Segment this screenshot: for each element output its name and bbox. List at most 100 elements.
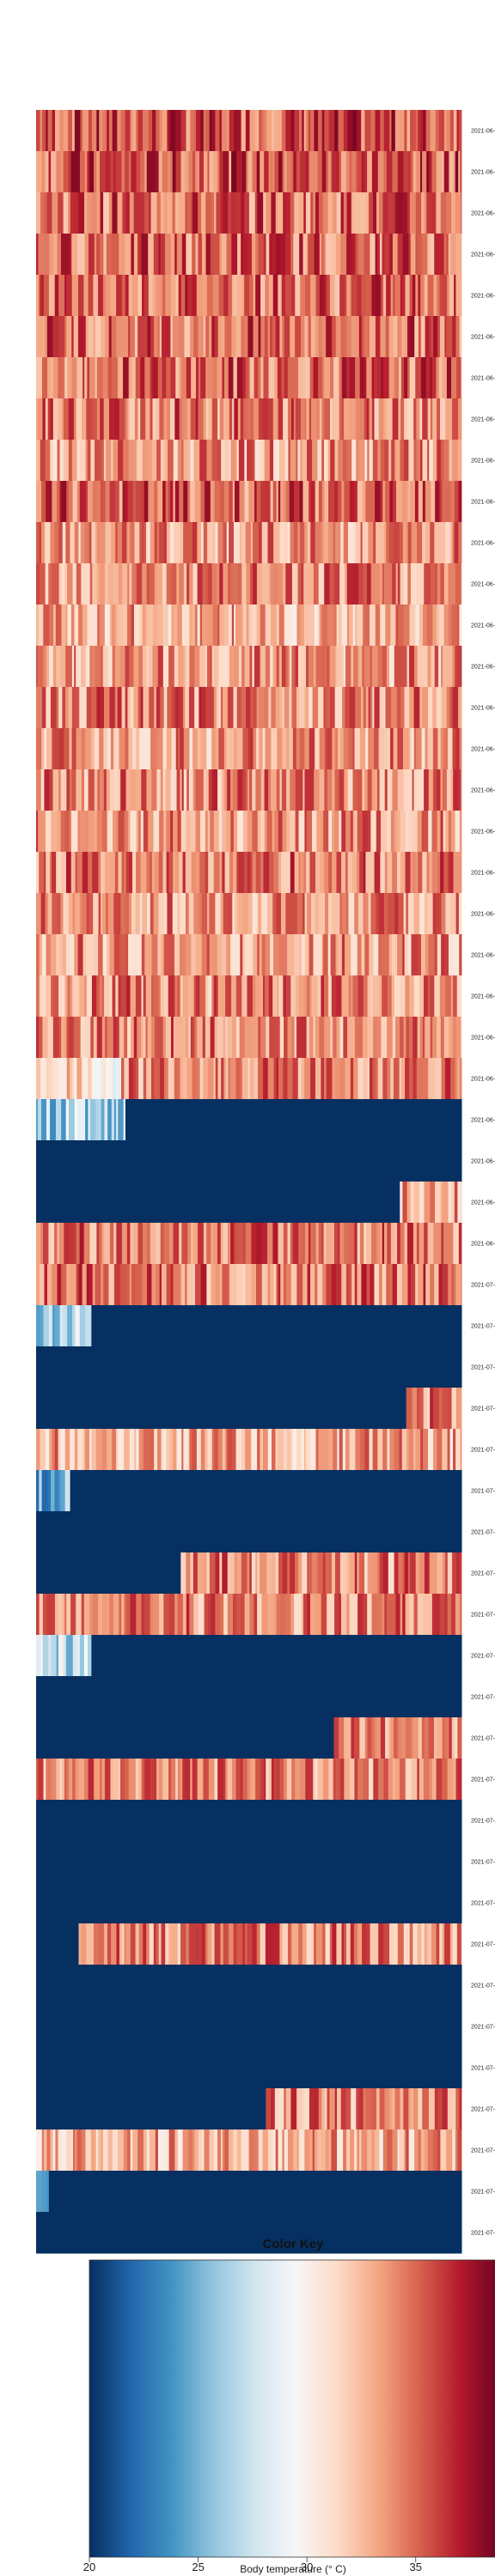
- heatmap-cell: [247, 1429, 252, 1471]
- heatmap-cell: [130, 687, 134, 729]
- heatmap-cell: [143, 1923, 147, 1965]
- heatmap-cell: [435, 1182, 442, 1224]
- heatmap-cell: [163, 811, 167, 853]
- heatmap-cell: [420, 2129, 425, 2172]
- heatmap-cell: [227, 893, 233, 935]
- heatmap-cell: [449, 522, 453, 564]
- heatmap-cell: [398, 605, 405, 647]
- heatmap-cell: [411, 151, 413, 193]
- heatmap-cell: [79, 151, 86, 193]
- heatmap-cell: [222, 1552, 229, 1595]
- heatmap-cell: [259, 728, 263, 770]
- heatmap-cell: [236, 151, 242, 193]
- heatmap-cell: [447, 1552, 453, 1595]
- heatmap-cell: [425, 1017, 431, 1059]
- heatmap-cell: [128, 151, 131, 193]
- heatmap-cell: [431, 316, 434, 358]
- heatmap-cell: [405, 1594, 410, 1636]
- heatmap-cell: [188, 687, 195, 729]
- heatmap-cell: [370, 605, 376, 647]
- heatmap-cell: [174, 481, 180, 523]
- heatmap-cell: [374, 687, 381, 729]
- heatmap-cell: [195, 398, 199, 440]
- heatmap-cell: [84, 192, 88, 234]
- heatmap-cell: [71, 110, 76, 152]
- heatmap-cell: [244, 481, 249, 523]
- heatmap-cell: [192, 275, 198, 317]
- heatmap-cell: [300, 440, 303, 482]
- heatmap-cell: [382, 2129, 388, 2172]
- heatmap-cell: [291, 1017, 295, 1059]
- heatmap-cell: [40, 1429, 46, 1471]
- heatmap-cell: [59, 1759, 63, 1801]
- heatmap-cell: [296, 1017, 302, 1059]
- heatmap-cell: [142, 893, 148, 935]
- heatmap-cell: [295, 275, 301, 317]
- heatmap-cell: [82, 398, 87, 440]
- heatmap-cell: [194, 1017, 198, 1059]
- heatmap-cell: [38, 811, 44, 853]
- heatmap-cell: [36, 110, 40, 152]
- heatmap-cell: [162, 646, 169, 688]
- heatmap-cell: [366, 563, 372, 605]
- heatmap-cell: [307, 440, 313, 482]
- heatmap-cell: [340, 522, 345, 564]
- heatmap-cell: [422, 481, 426, 523]
- heatmap-cell: [36, 1182, 400, 1224]
- heatmap-cell: [309, 357, 314, 399]
- heatmap-cell: [167, 110, 171, 152]
- heatmap-cell: [342, 440, 347, 482]
- heatmap-cell: [400, 852, 406, 894]
- heatmap-cell: [443, 646, 448, 688]
- heatmap-cell: [43, 192, 46, 234]
- heatmap-cell: [130, 811, 137, 853]
- heatmap-cell: [75, 2129, 78, 2172]
- heatmap-cell: [265, 934, 271, 976]
- heatmap-cell: [150, 357, 153, 399]
- heatmap-cell: [170, 151, 174, 193]
- heatmap-cell: [241, 2129, 248, 2172]
- heatmap-cell: [260, 1759, 265, 1801]
- heatmap-cell: [198, 316, 205, 358]
- heatmap-cell: [349, 1223, 355, 1265]
- heatmap-cell: [163, 934, 169, 976]
- heatmap-cell: [339, 275, 345, 317]
- heatmap-cell: [261, 934, 266, 976]
- heatmap-cell: [384, 852, 388, 894]
- heatmap-cell: [436, 1759, 443, 1801]
- heatmap-cell: [269, 852, 274, 894]
- heatmap-cell: [62, 1058, 68, 1100]
- heatmap-cell: [290, 975, 296, 1018]
- heatmap-cell: [115, 1058, 121, 1100]
- heatmap-cell: [307, 975, 310, 1018]
- heatmap-cell: [46, 1594, 53, 1636]
- heatmap-cell: [149, 1923, 155, 1965]
- heatmap-cell: [333, 481, 339, 523]
- heatmap-cell: [442, 1759, 449, 1801]
- heatmap-cell: [94, 811, 98, 853]
- heatmap-cell: [53, 728, 60, 770]
- heatmap-cell: [69, 481, 73, 523]
- heatmap-cell: [165, 1017, 172, 1059]
- heatmap-cell: [101, 1759, 106, 1801]
- heatmap-cell: [293, 2129, 298, 2172]
- heatmap-cell: [49, 357, 54, 399]
- heatmap-cell: [144, 522, 147, 564]
- heatmap-cell: [374, 1717, 377, 1759]
- heatmap-cell: [450, 234, 456, 276]
- heatmap-cell: [206, 934, 211, 976]
- heatmap-cell: [263, 1058, 269, 1100]
- heatmap-cell: [218, 646, 224, 688]
- heatmap-cell: [362, 481, 366, 523]
- heatmap-cell: [84, 151, 88, 193]
- heatmap-cell: [141, 1594, 145, 1636]
- heatmap-cell: [400, 1058, 406, 1100]
- heatmap-cell: [419, 605, 424, 647]
- heatmap-cell: [385, 316, 390, 358]
- heatmap-cell: [44, 234, 50, 276]
- heatmap-cell: [394, 357, 397, 399]
- heatmap-cell: [336, 1264, 342, 1306]
- heatmap-cell: [52, 852, 57, 894]
- heatmap-cell: [285, 234, 291, 276]
- heatmap-cell: [135, 893, 141, 935]
